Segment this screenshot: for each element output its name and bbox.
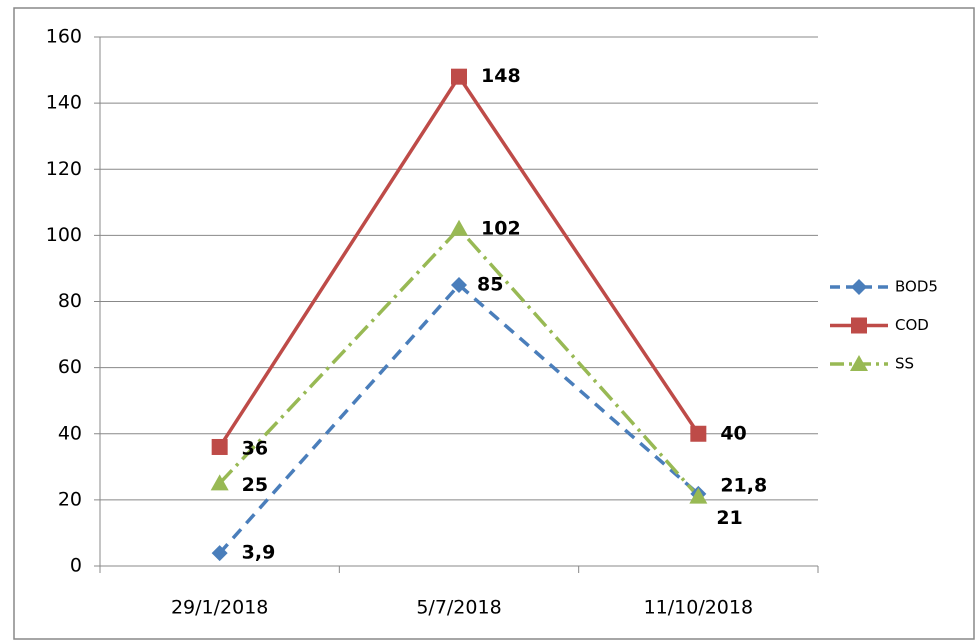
marker [690,425,707,442]
y-tick-label: 60 [58,356,82,378]
legend-label: COD [895,316,929,334]
marker [451,68,467,85]
legend-label: SS [895,355,914,373]
data-label: 25 [242,474,268,496]
legend-entry: SS [830,355,914,373]
marker [211,438,228,455]
marker [450,219,468,236]
data-label: 36 [242,437,268,459]
y-tick-label: 40 [58,422,82,444]
marker [850,355,868,371]
marker [451,276,467,293]
chart-frame [13,7,975,640]
x-tick-label: 5/7/2018 [416,597,501,619]
data-label: 148 [481,65,521,87]
y-tick-label: 80 [58,290,82,312]
data-label: 21,8 [720,474,767,496]
marker [210,474,229,491]
y-tick-label: 0 [70,555,82,577]
y-tick-label: 100 [46,224,82,246]
data-label: 3,9 [242,542,276,564]
data-label: 85 [477,273,503,295]
legend-label: BOD5 [895,278,938,296]
data-label: 21 [716,507,742,529]
x-tick-label: 29/1/2018 [171,597,268,619]
y-tick-label: 120 [46,158,82,180]
x-tick-label: 11/10/2018 [644,597,754,619]
y-tick-label: 20 [58,488,82,510]
legend-entry: BOD5 [830,278,938,296]
marker [211,545,228,562]
marker [689,487,708,504]
data-label: 102 [481,217,521,239]
legend-entry: COD [830,316,929,334]
y-tick-label: 140 [46,92,82,114]
data-label: 40 [720,422,746,444]
marker [851,279,867,295]
series-line [218,226,700,498]
marker [851,317,867,334]
series-line [218,282,700,555]
y-tick-label: 160 [46,26,82,48]
